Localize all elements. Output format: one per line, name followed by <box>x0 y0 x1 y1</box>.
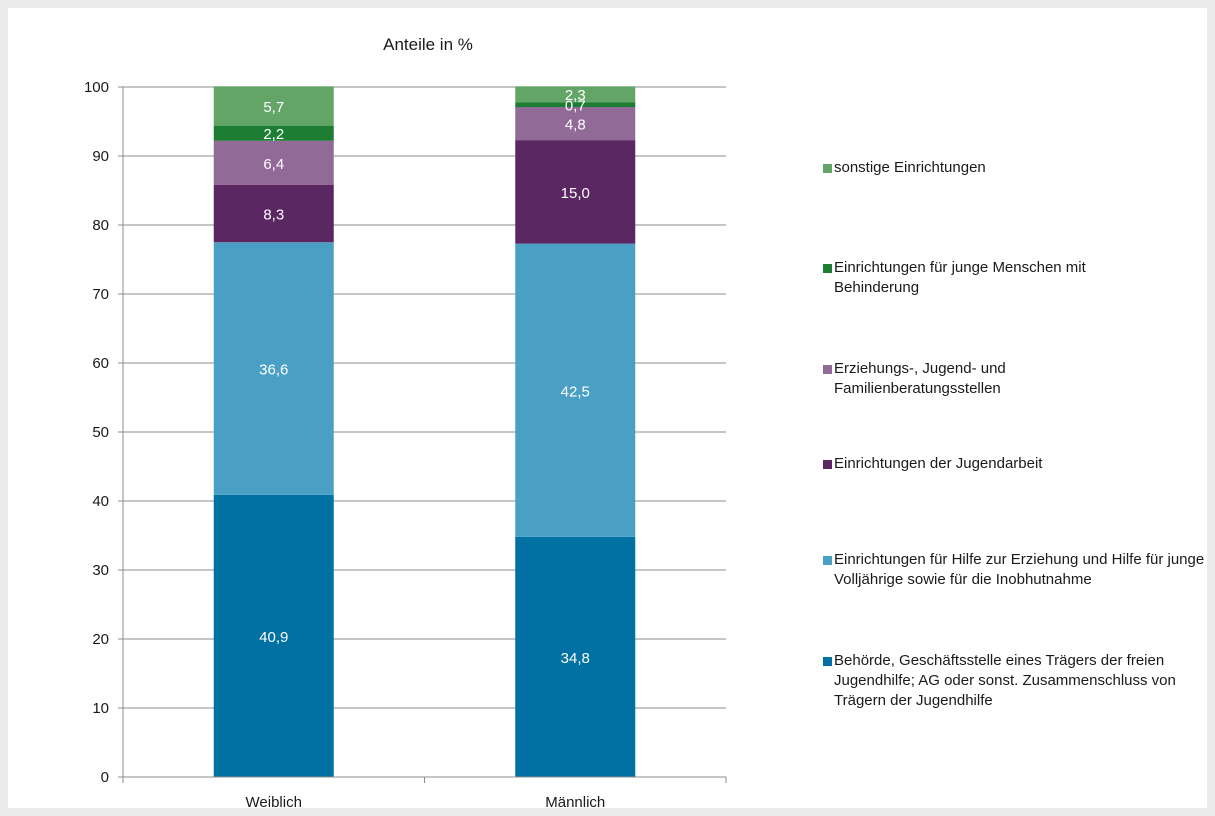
y-tick-label: 0 <box>101 769 109 786</box>
legend: sonstige Einrichtungen Einrichtungen für… <box>823 8 1204 808</box>
chart-area: Anteile in % 0 10 20 30 40 50 60 70 80 90 100 40,9… <box>8 8 1207 808</box>
bar-stacks <box>213 86 636 777</box>
data-label: 15,0 <box>561 185 590 202</box>
y-tick-label: 20 <box>92 631 109 648</box>
bar-segment <box>515 536 636 777</box>
legend-swatch <box>823 460 832 469</box>
data-label: 2,2 <box>263 126 284 143</box>
data-label: 34,8 <box>561 650 590 667</box>
y-tick-label: 90 <box>92 148 109 165</box>
legend-item-beratungsstellen: Erziehungs-, Jugend- und Familienberatun… <box>823 359 1078 399</box>
legend-swatch <box>823 657 832 666</box>
bar-segment <box>213 140 334 185</box>
legend-label: sonstige Einrichtungen <box>834 159 986 176</box>
bar-segment <box>515 140 636 244</box>
y-tick-label: 100 <box>84 79 109 96</box>
x-tick-label: Weiblich <box>246 794 302 808</box>
x-axis-ticks: Weiblich Männlich <box>122 777 727 808</box>
data-label: 6,4 <box>263 156 284 173</box>
y-tick-label: 70 <box>92 286 109 303</box>
bar-segment <box>213 494 334 777</box>
y-tick-label: 30 <box>92 562 109 579</box>
chart-title: Anteile in % <box>383 35 473 54</box>
legend-label: Einrichtungen für Hilfe zur Erziehung un… <box>834 551 1205 588</box>
data-label: 36,6 <box>259 362 288 379</box>
legend-swatch <box>823 164 832 173</box>
legend-item-behinderung: Einrichtungen für junge Menschen mit Beh… <box>823 258 1153 298</box>
legend-item-jugendarbeit: Einrichtungen der Jugendarbeit <box>823 454 1203 474</box>
data-label: 5,7 <box>263 99 284 116</box>
data-labels: 40,9 36,6 8,3 6,4 2,2 5,7 34,8 42,5 15,0 4,8 0,72,… <box>259 87 590 667</box>
data-label: 8,3 <box>263 207 284 224</box>
bar-segment <box>515 102 636 108</box>
y-tick-label: 80 <box>92 217 109 234</box>
bar-segment <box>515 107 636 141</box>
x-tick-label: Männlich <box>545 794 605 808</box>
legend-swatch <box>823 556 832 565</box>
bar-segment <box>213 125 334 141</box>
y-tick-label: 50 <box>92 424 109 441</box>
legend-item-behoerde: Behörde, Geschäftsstelle eines Trägers d… <box>823 651 1183 711</box>
legend-swatch <box>823 365 832 374</box>
bar-segment <box>213 242 334 495</box>
stacked-bar-chart: Anteile in % 0 10 20 30 40 50 60 70 80 90 100 40,9… <box>84 35 727 808</box>
legend-item-sonstige: sonstige Einrichtungen <box>823 158 1203 178</box>
legend-label: Einrichtungen der Jugendarbeit <box>834 455 1043 472</box>
bar-segment <box>213 184 334 243</box>
y-tick-label: 40 <box>92 493 109 510</box>
legend-label: Erziehungs-, Jugend- und Familienberatun… <box>834 360 1006 397</box>
y-tick-label: 10 <box>92 700 109 717</box>
data-label: 4,8 <box>565 117 586 134</box>
legend-swatch <box>823 264 832 273</box>
y-tick-label: 60 <box>92 355 109 372</box>
y-axis-ticks: 0 10 20 30 40 50 60 70 80 90 100 <box>84 79 123 786</box>
bar-segment <box>515 243 636 537</box>
gridlines <box>123 86 726 709</box>
legend-item-hilfe-zur-erziehung: Einrichtungen für Hilfe zur Erziehung un… <box>823 550 1208 590</box>
data-label: 42,5 <box>561 383 590 400</box>
legend-label: Einrichtungen für junge Menschen mit Beh… <box>834 259 1086 296</box>
data-label: 0,7 <box>565 98 586 115</box>
bar-segment <box>213 86 334 126</box>
bar-segment <box>515 86 636 103</box>
data-label: 40,9 <box>259 629 288 646</box>
data-label: 2,3 <box>565 87 586 104</box>
legend-label: Behörde, Geschäftsstelle eines Trägers d… <box>834 652 1176 709</box>
